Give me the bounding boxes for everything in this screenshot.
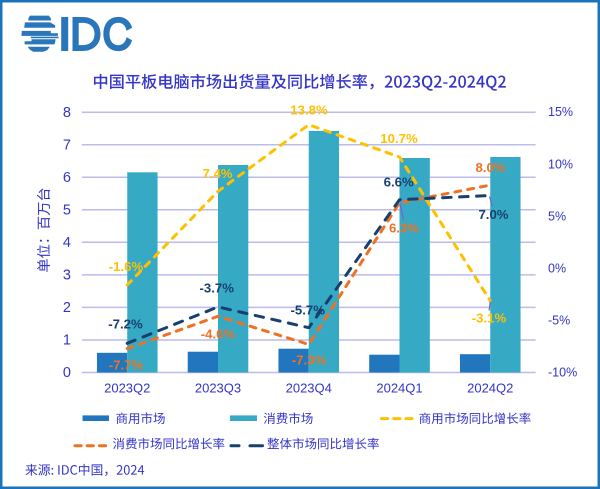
svg-text:-5%: -5% [548, 313, 570, 327]
svg-text:15%: 15% [548, 105, 573, 119]
svg-text:4: 4 [63, 235, 71, 251]
svg-text:2023Q4: 2023Q4 [286, 381, 332, 396]
svg-text:10.7%: 10.7% [380, 131, 418, 146]
svg-text:7.4%: 7.4% [202, 166, 232, 181]
svg-text:2023Q3: 2023Q3 [195, 381, 241, 396]
svg-text:-10%: -10% [548, 366, 577, 380]
svg-text:5%: 5% [548, 209, 566, 223]
svg-text:8: 8 [63, 105, 71, 121]
svg-text:13.8%: 13.8% [290, 102, 328, 117]
svg-text:-5.7%: -5.7% [290, 302, 325, 317]
svg-text:-1.6%: -1.6% [109, 259, 144, 274]
svg-text:-4.6%: -4.6% [201, 327, 236, 342]
svg-text:6.3%: 6.3% [389, 221, 419, 236]
svg-text:3: 3 [63, 268, 71, 284]
svg-text:10%: 10% [548, 157, 573, 171]
svg-text:-7.2%: -7.2% [108, 316, 143, 331]
svg-text:2024Q1: 2024Q1 [376, 381, 422, 396]
svg-text:0: 0 [63, 365, 71, 381]
svg-text:-3.1%: -3.1% [472, 310, 507, 325]
svg-text:5: 5 [63, 202, 71, 218]
svg-text:6.6%: 6.6% [384, 174, 414, 189]
svg-text:8.0%: 8.0% [475, 160, 505, 175]
svg-text:1: 1 [63, 333, 71, 349]
svg-text:2023Q2: 2023Q2 [104, 381, 150, 396]
svg-text:6: 6 [63, 170, 71, 186]
svg-text:-7.3%: -7.3% [292, 353, 327, 368]
svg-text:-7.7%: -7.7% [109, 357, 144, 372]
svg-text:2024Q2: 2024Q2 [467, 381, 513, 396]
svg-text:2: 2 [63, 300, 71, 316]
svg-text:-3.7%: -3.7% [199, 280, 234, 295]
svg-text:0%: 0% [548, 261, 566, 275]
svg-text:7: 7 [63, 137, 71, 153]
svg-text:7.0%: 7.0% [478, 207, 508, 222]
